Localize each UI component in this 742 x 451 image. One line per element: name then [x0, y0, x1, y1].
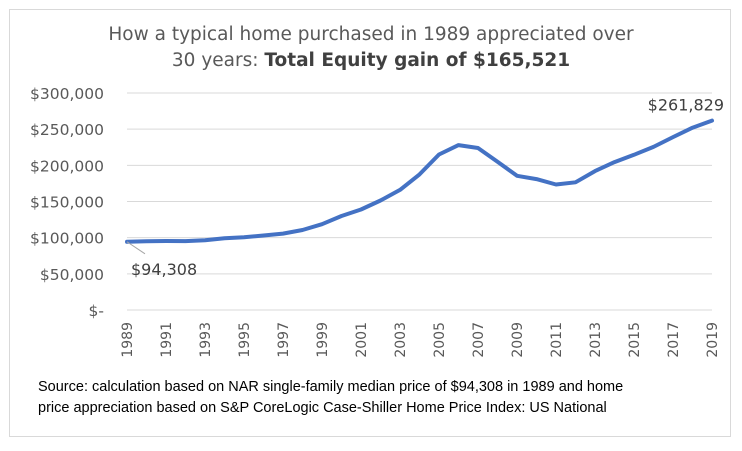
- x-tick-label: 2001: [354, 322, 370, 358]
- x-tick-label: 2017: [666, 322, 682, 358]
- data-label-leader: [126, 241, 146, 255]
- chart-title-line-2: 30 years: Total Equity gain of $165,521: [0, 48, 742, 74]
- chart-title-line-1: How a typical home purchased in 1989 app…: [108, 24, 634, 45]
- x-tick-label: 2009: [510, 322, 526, 358]
- x-tick-label: 1995: [237, 322, 253, 358]
- y-tick-label: $-: [89, 302, 104, 320]
- series-layer: [125, 118, 714, 244]
- x-tick-label: 2019: [705, 322, 721, 358]
- x-axis-ticks: 1989 1991 1993 1995 1997 1999 2001 2003 2005 2007…: [120, 322, 721, 358]
- x-tick-label: 2007: [471, 322, 487, 358]
- x-tick-label: 1999: [315, 322, 331, 358]
- y-tick-label: $50,000: [40, 266, 104, 284]
- x-tick-label: 2005: [432, 322, 448, 358]
- x-tick-label: 1997: [276, 322, 292, 358]
- source-note: Source: calculation based on NAR single-…: [38, 377, 728, 419]
- y-tick-label: $100,000: [30, 230, 104, 248]
- x-tick-label: 1991: [159, 322, 175, 358]
- gridlines: [127, 92, 712, 311]
- x-tick-label: 2011: [549, 322, 565, 358]
- x-tick-label: 1993: [198, 322, 214, 358]
- y-tick-label: $200,000: [30, 157, 104, 175]
- chart-title: How a typical home purchased in 1989 app…: [0, 22, 742, 74]
- x-tick-label: 2015: [627, 322, 643, 358]
- y-tick-label: $250,000: [30, 121, 104, 139]
- x-tick-label: 1989: [120, 322, 136, 358]
- data-label-start: $94,308: [131, 260, 197, 279]
- chart-title-line-2-plain: 30 years:: [171, 50, 265, 71]
- y-axis-ticks: $- $50,000 $100,000 $150,000 $200,000 $250,00…: [30, 85, 104, 320]
- x-tick-label: 2003: [393, 322, 409, 358]
- chart-frame: [9, 9, 731, 437]
- source-line-1: Source: calculation based on NAR single-…: [38, 379, 624, 395]
- source-line-2: price appreciation based on S&P CoreLogi…: [38, 400, 607, 416]
- series-line: [125, 118, 714, 244]
- y-tick-label: $300,000: [30, 85, 104, 103]
- data-labels: $94,308 $261,829: [126, 96, 724, 279]
- chart-title-highlight: Total Equity gain of $165,521: [264, 50, 571, 71]
- x-tick-label: 2013: [588, 322, 604, 358]
- data-label-end: $261,829: [648, 96, 724, 115]
- y-tick-label: $150,000: [30, 194, 104, 212]
